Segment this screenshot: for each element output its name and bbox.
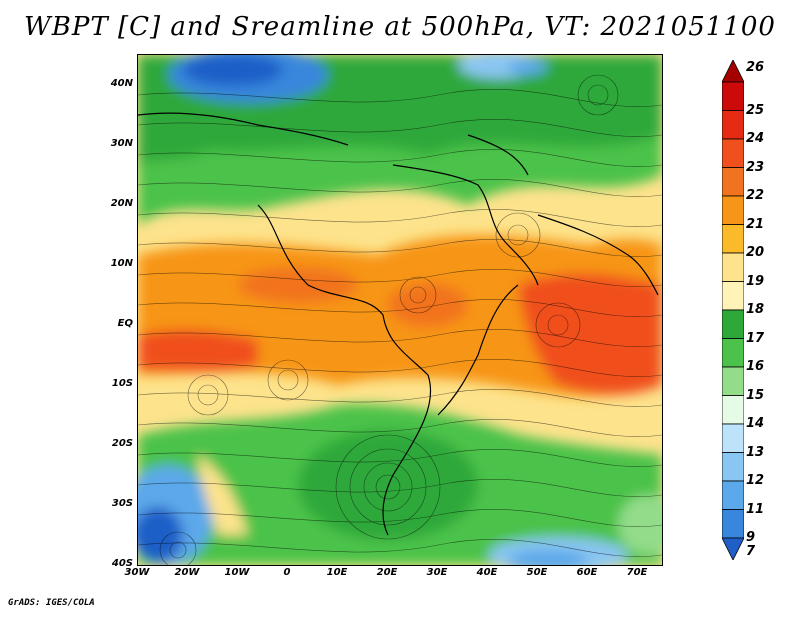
lon-label: 10W bbox=[224, 567, 250, 578]
colorbar-cell bbox=[722, 423, 744, 453]
colorbar-cap-bottom bbox=[722, 537, 744, 560]
colorbar-cell bbox=[722, 138, 744, 168]
colorbar-label: 16 bbox=[746, 359, 765, 374]
colorbar-label: 15 bbox=[746, 387, 765, 403]
colorbar-cell bbox=[722, 395, 744, 425]
colorbar-label: 12 bbox=[746, 473, 765, 488]
colorbar-label: 18 bbox=[746, 302, 765, 317]
lat-label: 20S bbox=[111, 438, 133, 449]
colorbar-label: 26 bbox=[746, 60, 765, 75]
lon-label: 30W bbox=[124, 567, 150, 578]
colorbar bbox=[722, 60, 744, 560]
colorbar-cell bbox=[722, 81, 744, 111]
lon-label: 70E bbox=[626, 567, 648, 578]
colorbar-cell bbox=[722, 252, 744, 282]
map-panel bbox=[137, 54, 663, 566]
colorbar-cell bbox=[722, 480, 744, 510]
colorbar-cell bbox=[722, 281, 744, 311]
colorbar-cell bbox=[722, 309, 744, 339]
lon-label: 20E bbox=[376, 567, 398, 578]
colorbar-label: 24 bbox=[746, 131, 765, 146]
map-canvas bbox=[138, 55, 662, 565]
lon-label: 20W bbox=[174, 567, 200, 578]
credit-text: GrADS: IGES/COLA bbox=[8, 598, 95, 608]
lon-label: 0 bbox=[283, 567, 291, 578]
colorbar-label: 9 bbox=[746, 530, 756, 545]
map-title: WBPT [C] and Sreamline at 500hPa, VT: 20… bbox=[24, 12, 776, 42]
lat-label: 40N bbox=[110, 78, 133, 89]
colorbar-cell bbox=[722, 338, 744, 368]
colorbar-label: 22 bbox=[746, 188, 765, 203]
colorbar-label: 14 bbox=[746, 416, 765, 431]
lon-label: 10E bbox=[326, 567, 348, 578]
colorbar-label: 11 bbox=[746, 501, 765, 517]
colorbar-label: 7 bbox=[746, 544, 756, 559]
colorbar-label: 21 bbox=[746, 216, 765, 232]
lat-label: 10N bbox=[110, 258, 133, 269]
colorbar-cell bbox=[722, 167, 744, 197]
colorbar-cell bbox=[722, 509, 744, 539]
colorbar-label: 19 bbox=[746, 273, 765, 289]
colorbar-cell bbox=[722, 224, 744, 254]
lat-label: 30N bbox=[110, 138, 133, 149]
lat-label: EQ bbox=[117, 318, 133, 329]
lon-label: 50E bbox=[526, 567, 548, 578]
streamlines bbox=[138, 74, 662, 565]
lon-label: 60E bbox=[576, 567, 598, 578]
colorbar-cell bbox=[722, 195, 744, 225]
colorbar-cell bbox=[722, 366, 744, 396]
colorbar-label: 13 bbox=[746, 444, 765, 460]
colorbar-label: 20 bbox=[746, 245, 765, 260]
coastlines bbox=[138, 112, 659, 536]
lat-label: 30S bbox=[111, 498, 133, 509]
colorbar-cap-top bbox=[722, 60, 744, 83]
colorbar-label: 17 bbox=[746, 330, 765, 346]
colorbar-cell bbox=[722, 452, 744, 482]
colorbar-cell bbox=[722, 110, 744, 140]
colorbar-label: 23 bbox=[746, 159, 765, 175]
colorbar-cells bbox=[722, 60, 744, 560]
lon-label: 30E bbox=[426, 567, 448, 578]
lat-label: 20N bbox=[110, 198, 133, 209]
lat-label: 10S bbox=[111, 378, 133, 389]
lat-label: 40S bbox=[111, 558, 133, 569]
lon-label: 40E bbox=[476, 567, 498, 578]
colorbar-label: 25 bbox=[746, 102, 765, 118]
